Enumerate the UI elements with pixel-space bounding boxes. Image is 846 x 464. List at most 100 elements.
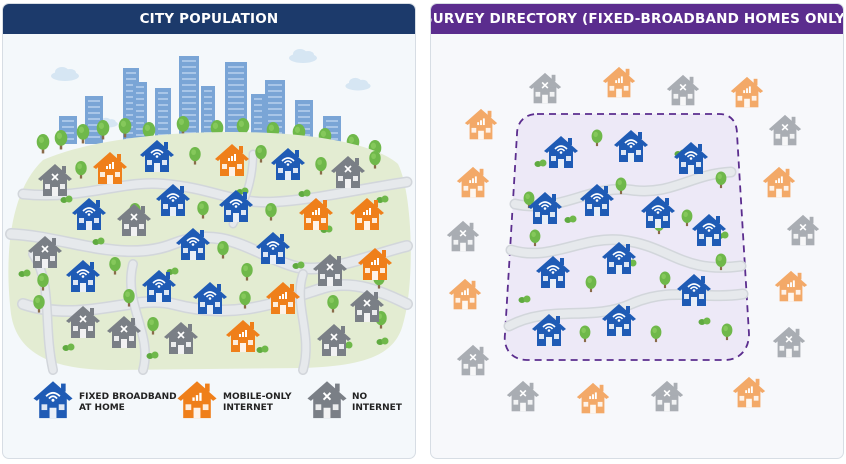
legend-mobile-label: MOBILE-ONLY INTERNET <box>223 392 291 414</box>
house-signal-bars-icon <box>730 76 764 108</box>
shrub-icon <box>92 237 105 245</box>
shrub-icon <box>18 269 31 277</box>
tree-icon <box>615 177 627 195</box>
tree-icon <box>255 144 267 163</box>
city-population-title: CITY POPULATION <box>3 4 415 34</box>
house-x-icon <box>307 381 347 419</box>
tree-icon <box>650 325 662 343</box>
house-x-icon <box>317 324 351 356</box>
legend-none-line1: NO <box>352 392 368 402</box>
house-wifi-icon <box>602 242 636 274</box>
house-x-icon <box>66 306 100 338</box>
house-wifi-icon <box>256 232 290 264</box>
house-wifi-icon <box>544 136 578 168</box>
house-signal-bars-icon <box>762 166 796 198</box>
city-population-title-text: CITY POPULATION <box>139 11 279 27</box>
tree-icon <box>54 130 68 150</box>
house-signal-bars-icon <box>226 320 260 352</box>
tree-icon <box>529 229 541 247</box>
house-signal-bars-icon <box>464 108 498 140</box>
house-wifi-icon <box>692 214 726 246</box>
tree-icon <box>96 120 110 140</box>
legend-fixed-line1: FIXED BROADBAND <box>79 392 177 402</box>
house-wifi-icon <box>219 190 253 222</box>
house-x-icon <box>38 164 72 196</box>
house-x-icon <box>768 114 802 146</box>
tree-icon <box>33 294 45 313</box>
house-x-icon <box>456 344 490 376</box>
house-x-icon <box>164 322 198 354</box>
shrub-icon <box>60 195 73 203</box>
tree-icon <box>189 146 201 165</box>
tree-icon <box>659 271 671 289</box>
house-signal-bars-icon <box>93 152 127 184</box>
tree-icon <box>176 116 190 136</box>
tree-icon <box>715 253 727 271</box>
tree-icon <box>327 294 339 313</box>
tree-icon <box>721 323 733 341</box>
tree-icon <box>681 209 693 227</box>
tree-icon <box>585 275 597 293</box>
legend-fixed-label: FIXED BROADBAND AT HOME <box>79 392 177 414</box>
house-x-icon <box>666 74 700 106</box>
tree-icon <box>239 290 251 309</box>
tree-icon <box>591 129 603 147</box>
shrub-icon <box>376 195 389 203</box>
house-wifi-icon <box>532 314 566 346</box>
tree-icon <box>118 118 132 138</box>
house-signal-bars-icon <box>576 382 610 414</box>
legend-fixed-line2: AT HOME <box>79 403 125 413</box>
shrub-icon <box>298 189 311 197</box>
house-wifi-icon <box>580 184 614 216</box>
tree-icon <box>123 288 135 307</box>
house-signal-bars-icon <box>215 144 249 176</box>
shrub-icon <box>518 295 531 303</box>
shrub-icon <box>146 351 159 359</box>
house-x-icon <box>350 290 384 322</box>
house-x-icon <box>117 204 151 236</box>
house-signal-bars-icon <box>350 198 384 230</box>
legend-none-label: NO INTERNET <box>352 392 402 414</box>
house-x-icon <box>107 316 141 348</box>
house-wifi-icon <box>176 228 210 260</box>
house-wifi-icon <box>33 381 73 419</box>
house-signal-bars-icon <box>456 166 490 198</box>
shrub-icon <box>256 345 269 353</box>
tree-icon <box>37 272 49 291</box>
shrub-icon <box>62 343 75 351</box>
house-signal-bars-icon <box>299 198 333 230</box>
legend-none-line2: INTERNET <box>352 403 402 413</box>
house-signal-bars-icon <box>177 381 217 419</box>
tree-icon <box>75 160 87 179</box>
tree-icon <box>265 202 277 221</box>
house-signal-bars-icon <box>774 270 808 302</box>
survey-directory-panel: SURVEY DIRECTORY (FIXED-BROADBAND HOMES … <box>430 3 844 459</box>
shrub-icon <box>534 159 547 167</box>
tree-icon <box>36 134 50 154</box>
tree-icon <box>109 256 121 275</box>
house-x-icon <box>446 220 480 252</box>
house-x-icon <box>528 72 562 104</box>
house-wifi-icon <box>536 256 570 288</box>
tree-icon <box>369 150 381 169</box>
tree-icon <box>315 156 327 175</box>
house-wifi-icon <box>66 260 100 292</box>
house-signal-bars-icon <box>266 282 300 314</box>
house-x-icon <box>786 214 820 246</box>
house-wifi-icon <box>271 148 305 180</box>
house-signal-bars-icon <box>602 66 636 98</box>
house-wifi-icon <box>142 270 176 302</box>
city-map-illustration <box>5 49 413 419</box>
house-wifi-icon <box>602 304 636 336</box>
tree-icon <box>76 124 90 144</box>
tree-icon <box>523 191 535 209</box>
house-x-icon <box>506 380 540 412</box>
house-x-icon <box>331 156 365 188</box>
shrub-icon <box>292 261 305 269</box>
house-signal-bars-icon <box>448 278 482 310</box>
shrub-icon <box>564 215 577 223</box>
tree-icon <box>197 200 209 219</box>
tree-icon <box>217 240 229 259</box>
survey-directory-title-text: SURVEY DIRECTORY (FIXED-BROADBAND HOMES … <box>430 11 844 27</box>
legend-mobile-line1: MOBILE-ONLY <box>223 392 292 402</box>
